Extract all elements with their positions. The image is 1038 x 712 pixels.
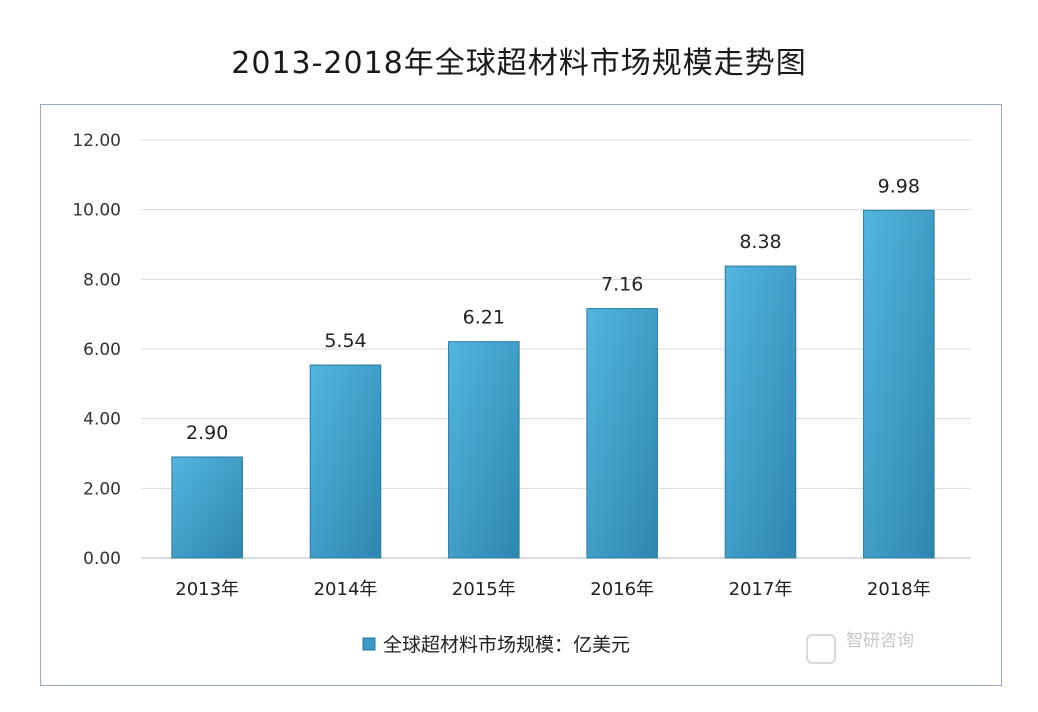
x-tick-label: 2017年 <box>729 579 793 600</box>
y-tick-label: 12.00 <box>72 131 121 151</box>
watermark: 智研咨询 <box>800 628 1000 676</box>
y-tick-label: 10.00 <box>72 201 121 221</box>
watermark-text: 智研咨询 <box>846 631 914 651</box>
data-label: 8.38 <box>739 231 781 253</box>
x-tick-label: 2015年 <box>452 579 516 600</box>
data-label: 2.90 <box>186 422 228 444</box>
bar <box>586 308 658 559</box>
data-label: 9.98 <box>878 175 920 197</box>
bar <box>724 265 797 559</box>
watermark-logo-icon <box>806 634 836 664</box>
bar <box>448 341 520 559</box>
y-tick-label: 0.00 <box>83 549 121 569</box>
x-tick-label: 2014年 <box>314 579 378 600</box>
chart-frame: 0.00 2.00 4.00 6.00 8.00 10.00 12.00 2.90 2013年… <box>40 104 1002 686</box>
data-label: 6.21 <box>463 307 505 329</box>
bar <box>863 209 935 559</box>
bar-chart: 0.00 2.00 4.00 6.00 8.00 10.00 12.00 2.90 2013年… <box>72 131 971 656</box>
y-tick-label: 4.00 <box>83 410 121 430</box>
data-label: 7.16 <box>601 274 643 296</box>
bar <box>171 456 243 559</box>
y-tick-label: 2.00 <box>83 479 121 499</box>
x-tick-label: 2013年 <box>175 579 239 600</box>
y-tick-label: 8.00 <box>83 270 121 290</box>
data-label: 5.54 <box>324 330 366 352</box>
legend-swatch <box>362 637 376 651</box>
bar <box>309 364 382 559</box>
chart-title: 2013-2018年全球超材料市场规模走势图 <box>231 46 807 81</box>
legend-label: 全球超材料市场规模：亿美元 <box>383 634 630 656</box>
x-tick-label: 2018年 <box>867 579 931 600</box>
y-tick-label: 6.00 <box>83 340 121 360</box>
x-tick-label: 2016年 <box>590 579 654 600</box>
